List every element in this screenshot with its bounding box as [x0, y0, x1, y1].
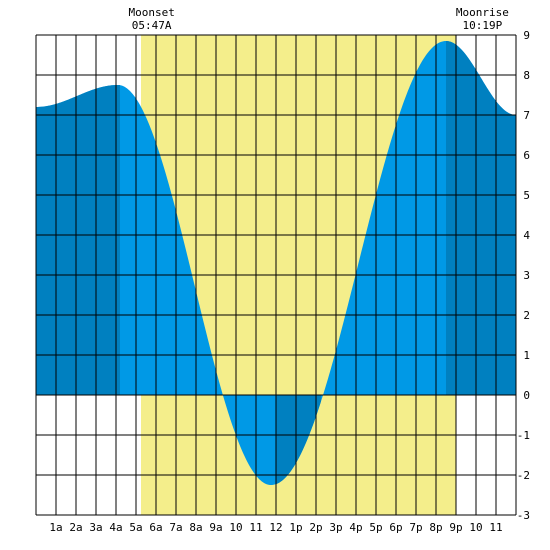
tide-area-dark-band-2 — [446, 41, 516, 395]
x-tick-label: 8p — [429, 521, 442, 534]
x-tick-label: 12 — [269, 521, 282, 534]
x-tick-label: 6p — [389, 521, 402, 534]
x-tick-label: 5a — [129, 521, 142, 534]
x-tick-label: 3p — [329, 521, 342, 534]
x-tick-label: 4p — [349, 521, 362, 534]
x-tick-label: 3a — [89, 521, 102, 534]
x-tick-label: 2p — [309, 521, 322, 534]
x-tick-label: 6a — [149, 521, 162, 534]
x-tick-label: 4a — [109, 521, 122, 534]
y-tick-label: 9 — [523, 29, 530, 42]
x-tick-label: 11 — [489, 521, 502, 534]
x-tick-label: 1p — [289, 521, 302, 534]
y-tick-label: 2 — [523, 309, 530, 322]
y-tick-label: 8 — [523, 69, 530, 82]
y-tick-label: 4 — [523, 229, 530, 242]
y-tick-label: 3 — [523, 269, 530, 282]
annotation-time-0: 05:47A — [132, 19, 172, 32]
x-axis-tick-labels: 1a 2a 3a 4a 5a 6a 7a 8a 9a 10 11 12 1p 2p 3p 4p 5p 6p 7p 8p… — [49, 521, 502, 534]
x-tick-label: 7a — [169, 521, 182, 534]
x-tick-label: 10 — [229, 521, 242, 534]
y-tick-label: -3 — [517, 509, 530, 522]
y-tick-label: 0 — [523, 389, 530, 402]
y-tick-label: 7 — [523, 109, 530, 122]
x-tick-label: 9a — [209, 521, 222, 534]
x-tick-label: 9p — [449, 521, 462, 534]
y-tick-label: -2 — [517, 469, 530, 482]
tide-area-dark-band-0 — [36, 85, 120, 395]
y-tick-label: 1 — [523, 349, 530, 362]
y-tick-label: 5 — [523, 189, 530, 202]
y-tick-label: 6 — [523, 149, 530, 162]
x-tick-label: 1a — [49, 521, 62, 534]
annotation-title-0: Moonset — [128, 6, 174, 19]
x-tick-label: 8a — [189, 521, 202, 534]
x-tick-label: 10 — [469, 521, 482, 534]
x-tick-label: 2a — [69, 521, 82, 534]
tide-area-dark-band-1 — [276, 395, 321, 485]
x-tick-label: 7p — [409, 521, 422, 534]
chart-grid — [35, 34, 517, 516]
x-tick-label: 5p — [369, 521, 382, 534]
annotation-title-1: Moonrise — [456, 6, 509, 19]
annotation-time-1: 10:19P — [462, 19, 502, 32]
y-tick-label: -1 — [517, 429, 530, 442]
y-axis-tick-labels: 9 8 7 6 5 4 3 2 1 0 -1 -2 -3 — [517, 29, 531, 522]
x-tick-label: 11 — [249, 521, 262, 534]
